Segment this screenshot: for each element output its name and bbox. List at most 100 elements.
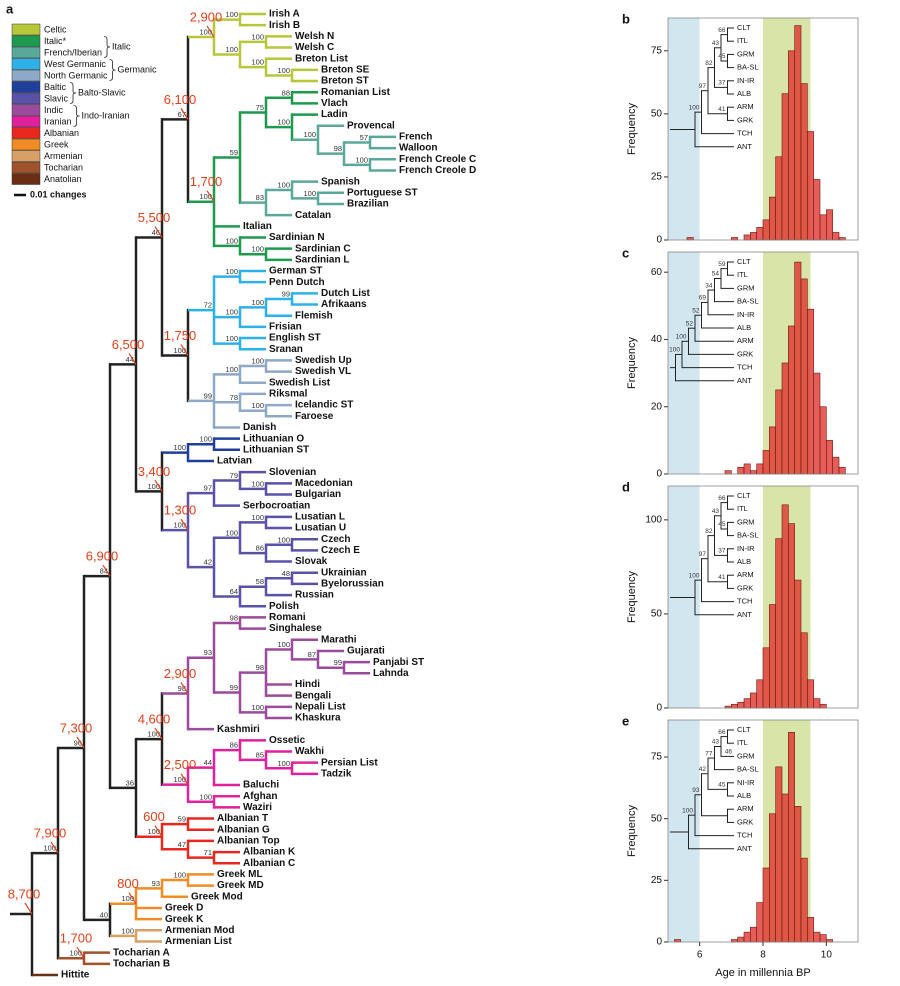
support-value: 100 [147, 730, 160, 739]
support-value: 100 [277, 759, 290, 768]
support-value: 84 [100, 567, 108, 576]
leaf-label: ARM [737, 804, 754, 813]
support-value: 100 [251, 356, 264, 365]
bar [800, 278, 808, 475]
support-value: 100 [199, 792, 212, 801]
leaf-label: BA-SL [737, 765, 759, 774]
leaf-label: GRK [737, 115, 753, 124]
age-marker [50, 841, 59, 854]
bar [775, 389, 783, 475]
bar [794, 806, 802, 943]
legend-swatch [11, 81, 41, 93]
support-value: 87 [308, 650, 316, 659]
leaf-label: Wakhi [295, 746, 324, 757]
legend-label: Tocharian [44, 162, 83, 172]
leaf-label: Walloon [399, 143, 438, 154]
panel-label: b [622, 11, 630, 26]
bar [775, 156, 783, 241]
x-tick-label: 8 [760, 950, 766, 961]
bar [750, 692, 757, 709]
support-value: 100 [277, 118, 290, 127]
leaf-label: Tadzik [321, 769, 352, 780]
legend-swatch [11, 127, 41, 139]
shaded-range [668, 720, 700, 942]
leaf-label: NI-IR [737, 778, 755, 787]
support-value: 98 [334, 144, 342, 153]
support-value: 67 [178, 110, 186, 119]
leaf-label: GRM [737, 49, 755, 58]
leaf-label: ANT [737, 376, 752, 385]
bar [769, 813, 776, 943]
age-label: 4,600 [138, 712, 171, 727]
leaf-label: Penn Dutch [269, 277, 325, 288]
legend-swatch [11, 92, 41, 105]
support-value: 82 [705, 528, 713, 535]
support-value: 100 [689, 104, 700, 111]
support-value: 100 [682, 807, 693, 814]
panel-label: d [622, 479, 630, 494]
support-value: 59 [718, 261, 726, 268]
y-axis-label: Frequency [626, 337, 638, 389]
support-value: 36 [126, 778, 134, 787]
age-label: 2,900 [164, 666, 197, 681]
bar [737, 466, 745, 475]
leaf-label: Dutch List [321, 288, 371, 299]
leaf-label: Sranan [269, 344, 303, 355]
legend-label: Armenian [44, 151, 83, 161]
leaf-label: ALB [737, 791, 751, 800]
leaf-label: ALB [737, 89, 751, 98]
bar [737, 702, 745, 709]
support-value: 86 [256, 544, 264, 553]
leaf-label: GRM [737, 283, 755, 292]
support-value: 100 [251, 479, 264, 488]
bar [724, 470, 732, 475]
bar [832, 456, 840, 475]
x-tick-label: 10 [821, 950, 833, 961]
support-value: 100 [199, 28, 212, 37]
support-value: 43 [712, 508, 720, 515]
leaf-label: Romani [269, 612, 306, 623]
leaf-label: Albanian K [243, 847, 296, 858]
leaf-label: Riksmal [269, 389, 308, 400]
support-value: 52 [686, 320, 694, 327]
bar [756, 679, 764, 709]
bar [819, 934, 827, 943]
leaf-label: Panjabi ST [373, 657, 424, 668]
age-marker [102, 564, 111, 577]
leaf-label: BA-SL [737, 63, 759, 72]
support-value: 100 [277, 180, 290, 189]
support-value: 100 [173, 871, 186, 880]
bar [769, 196, 776, 241]
leaf-label: Gujarati [347, 646, 385, 657]
leaf-label: Sardinian N [269, 232, 325, 243]
bar [788, 50, 795, 241]
leaf-label: Serbocroatian [243, 500, 310, 511]
leaf-label: French Creole D [399, 165, 476, 176]
bar [794, 25, 802, 241]
support-value: 59 [178, 815, 186, 824]
leaf-label: CLT [737, 491, 751, 500]
legend-group-label: Balto-Slavic [78, 87, 126, 97]
leaf-label: ANT [737, 610, 752, 619]
support-value: 77 [705, 750, 713, 757]
support-value: 71 [204, 848, 212, 857]
bar [743, 931, 751, 943]
leaf-label: Ossetic [269, 735, 306, 746]
legend-swatch [11, 104, 41, 116]
leaf-label: Waziri [243, 802, 272, 813]
support-value: 52 [692, 307, 700, 314]
leaf-label: ANT [737, 844, 752, 853]
y-axis-label: Frequency [626, 103, 638, 155]
age-label: 5,500 [138, 210, 171, 225]
leaf-label: Greek D [165, 903, 203, 914]
support-value: 45 [718, 782, 726, 789]
y-tick-label: 40 [651, 334, 663, 345]
leaf-label: ALB [737, 557, 751, 566]
leaf-label: Ukrainian [321, 567, 367, 578]
leaf-label: TCH [737, 129, 752, 138]
leaf-label: Tocharian A [113, 947, 170, 958]
leaf-label: ALB [737, 323, 751, 332]
